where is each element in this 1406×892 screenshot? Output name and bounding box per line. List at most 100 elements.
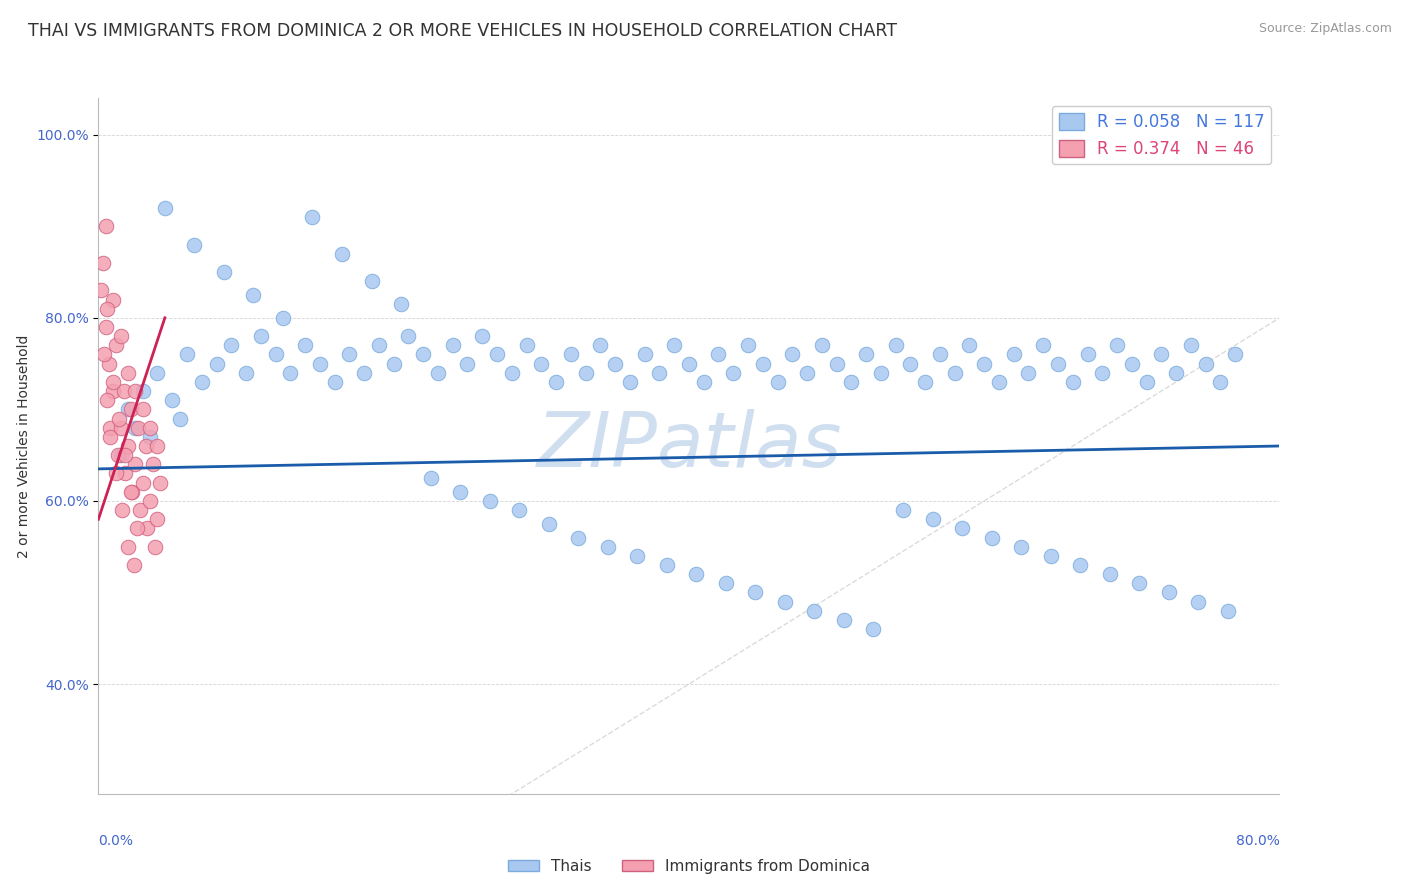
Point [744, 585, 766, 599]
Text: THAI VS IMMIGRANTS FROM DOMINICA 2 OR MORE VEHICLES IN HOUSEHOLD CORRELATION CHA: THAI VS IMMIGRANTS FROM DOMINICA 2 OR MO… [28, 22, 897, 40]
Point [648, 366, 671, 380]
Point [149, 475, 172, 490]
Point [427, 366, 450, 380]
Point [271, 310, 294, 325]
Point [139, 430, 162, 444]
Point [516, 338, 538, 352]
Point [135, 439, 157, 453]
Point [105, 467, 128, 481]
Point [117, 402, 139, 417]
Point [97, 357, 120, 371]
Point [766, 375, 789, 389]
Point [309, 357, 332, 371]
Point [751, 357, 773, 371]
Point [567, 531, 589, 545]
Point [242, 288, 264, 302]
Point [1105, 338, 1128, 352]
Point [128, 503, 150, 517]
Point [132, 384, 155, 398]
Text: 80.0%: 80.0% [1236, 834, 1279, 848]
Point [1121, 357, 1143, 371]
Point [103, 293, 125, 307]
Point [360, 274, 382, 288]
Point [693, 375, 716, 389]
Legend: R = 0.058   N = 117, R = 0.374   N = 46: R = 0.058 N = 117, R = 0.374 N = 46 [1052, 106, 1271, 164]
Point [124, 458, 146, 472]
Point [353, 366, 375, 380]
Legend: Thais, Immigrants from Dominica: Thais, Immigrants from Dominica [502, 853, 876, 880]
Point [389, 297, 412, 311]
Point [111, 503, 134, 517]
Point [1010, 540, 1032, 554]
Point [105, 338, 128, 352]
Point [678, 357, 700, 371]
Point [884, 338, 907, 352]
Point [114, 448, 136, 462]
Point [1069, 558, 1091, 572]
Point [810, 338, 832, 352]
Point [143, 540, 166, 554]
Point [103, 375, 125, 389]
Point [928, 347, 950, 361]
Point [146, 366, 169, 380]
Point [121, 484, 143, 499]
Point [832, 613, 855, 627]
Point [93, 347, 115, 361]
Point [973, 357, 995, 371]
Point [1077, 347, 1099, 361]
Point [176, 347, 198, 361]
Point [107, 448, 129, 462]
Point [574, 366, 596, 380]
Point [825, 357, 848, 371]
Text: ZIPatlas: ZIPatlas [536, 409, 842, 483]
Point [839, 375, 862, 389]
Point [737, 338, 759, 352]
Point [626, 549, 648, 563]
Text: 0.0%: 0.0% [98, 834, 134, 848]
Point [987, 375, 1010, 389]
Point [471, 329, 494, 343]
Point [605, 357, 627, 371]
Point [91, 256, 114, 270]
Point [943, 366, 966, 380]
Point [855, 347, 877, 361]
Point [1180, 338, 1202, 352]
Point [1150, 347, 1173, 361]
Point [449, 484, 471, 499]
Point [486, 347, 509, 361]
Point [136, 521, 159, 535]
Point [103, 384, 125, 398]
Point [869, 366, 891, 380]
Point [773, 594, 796, 608]
Point [132, 402, 155, 417]
Point [110, 448, 132, 462]
Point [782, 347, 804, 361]
Point [337, 347, 360, 361]
Point [1039, 549, 1062, 563]
Point [1002, 347, 1025, 361]
Point [110, 420, 132, 434]
Point [508, 503, 530, 517]
Point [1187, 594, 1209, 608]
Point [1098, 567, 1121, 582]
Point [368, 338, 391, 352]
Point [96, 393, 118, 408]
Point [655, 558, 678, 572]
Point [1195, 357, 1218, 371]
Point [456, 357, 478, 371]
Point [124, 420, 146, 434]
Point [278, 366, 302, 380]
Point [94, 320, 117, 334]
Point [294, 338, 316, 352]
Point [122, 558, 145, 572]
Point [96, 301, 118, 316]
Point [219, 338, 243, 352]
Point [153, 201, 176, 215]
Point [803, 604, 825, 618]
Point [94, 219, 117, 234]
Point [914, 375, 936, 389]
Point [127, 420, 149, 434]
Point [1032, 338, 1054, 352]
Point [441, 338, 464, 352]
Point [891, 503, 914, 517]
